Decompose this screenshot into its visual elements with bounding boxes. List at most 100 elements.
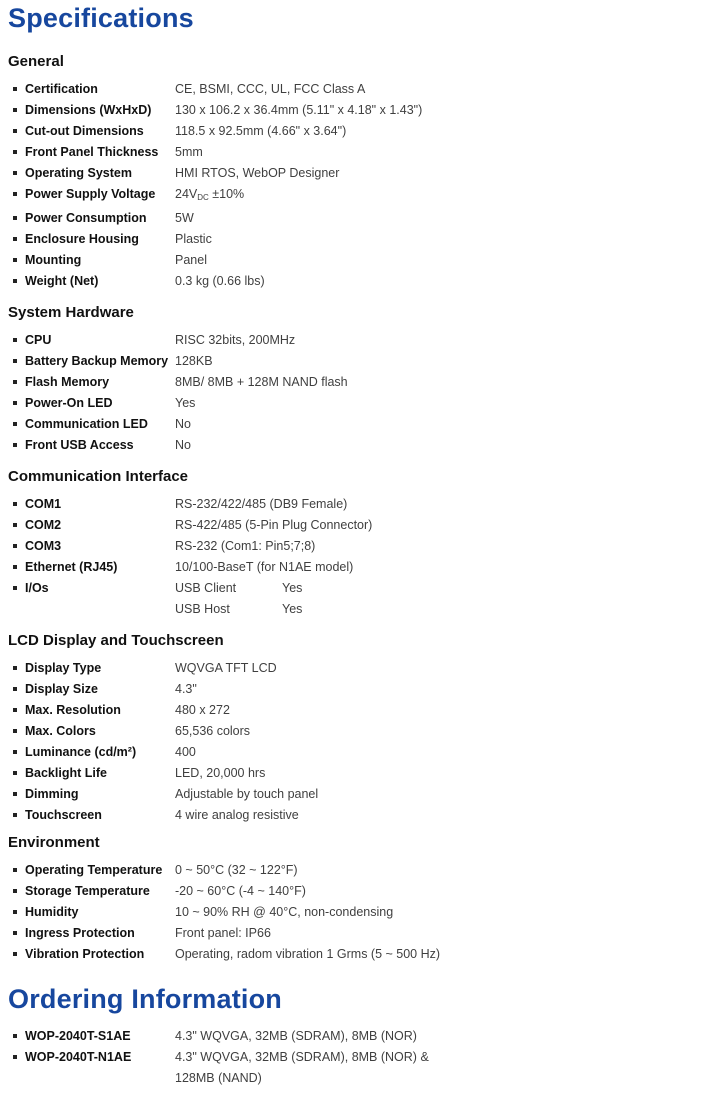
spec-label: Max. Colors	[25, 723, 96, 738]
bullet-icon	[13, 501, 17, 506]
spec-label: Humidity	[25, 904, 79, 919]
spec-row: Weight (Net) 0.3 kg (0.66 lbs)	[8, 271, 696, 292]
spec-row: Max. Resolution 480 x 272	[8, 700, 696, 721]
bullet-icon	[13, 421, 17, 426]
spec-label: Ingress Protection	[25, 925, 135, 940]
spec-row: Cut-out Dimensions 118.5 x 92.5mm (4.66" …	[8, 121, 696, 142]
section-title: Communication Interface	[8, 467, 189, 485]
bullet-icon	[13, 149, 17, 154]
spec-label: CPU	[25, 332, 52, 347]
spec-row: Humidity 10 ~ 90% RH @ 40°C, non-condensi…	[8, 902, 696, 923]
spec-label: Front USB Access	[25, 437, 134, 452]
bullet-icon	[13, 400, 17, 405]
spec-value: No	[175, 416, 191, 431]
spec-value: 480 x 272	[175, 702, 230, 717]
spec-value: 0.3 kg (0.66 lbs)	[175, 273, 265, 288]
spec-value: Panel	[175, 252, 207, 267]
bullet-icon	[13, 215, 17, 220]
spec-row: Touchscreen 4 wire analog resistive	[8, 805, 696, 826]
bullet-icon	[13, 358, 17, 363]
bullet-icon	[13, 379, 17, 384]
bullet-icon	[13, 686, 17, 691]
bullet-icon	[13, 791, 17, 796]
spec-label: Touchscreen	[25, 807, 102, 822]
spec-value-subscript: DC	[197, 192, 209, 202]
section-rows: COM1 RS-232/422/485 (DB9 Female) COM2 RS-42…	[8, 494, 696, 620]
spec-row: WOP-2040T-N1AE 4.3" WQVGA, 32MB (SDRAM), …	[8, 1047, 696, 1089]
spec-row: Certification CE, BSMI, CCC, UL, FCC Clas…	[8, 79, 696, 100]
spec-label: Dimensions (WxHxD)	[25, 102, 152, 117]
bullet-icon	[13, 707, 17, 712]
spec-row: Enclosure Housing Plastic	[8, 229, 696, 250]
bullet-icon	[13, 770, 17, 775]
spec-label: Enclosure Housing	[25, 231, 139, 246]
spec-label: Communication LED	[25, 416, 148, 431]
spec-label: Battery Backup Memory	[25, 353, 169, 368]
spec-value: 0 ~ 50°C (32 ~ 122°F)	[175, 862, 298, 877]
spec-value: RISC 32bits, 200MHz	[175, 332, 296, 347]
spec-value: Front panel: IP66	[175, 925, 271, 940]
bullet-icon	[13, 170, 17, 175]
spec-row: WOP-2040T-S1AE 4.3" WQVGA, 32MB (SDRAM), …	[8, 1026, 696, 1047]
spec-label: Cut-out Dimensions	[25, 123, 144, 138]
spec-value: Plastic	[175, 231, 212, 246]
spec-label: Backlight Life	[25, 765, 107, 780]
spec-row: Mounting Panel	[8, 250, 696, 271]
spec-subrow-value: Yes	[282, 601, 303, 616]
spec-value: HMI RTOS, WebOP Designer	[175, 165, 340, 180]
spec-row: Display Type WQVGA TFT LCD	[8, 658, 696, 679]
spec-value: 65,536 colors	[175, 723, 251, 738]
bullet-icon	[13, 337, 17, 342]
spec-value: USB Client Yes USB Host Yes	[175, 578, 302, 620]
bullet-icon	[13, 1055, 17, 1060]
bullet-icon	[13, 191, 17, 196]
spec-row: Power-On LED Yes	[8, 393, 696, 414]
bullet-icon	[13, 812, 17, 817]
spec-label: Front Panel Thickness	[25, 144, 159, 159]
spec-label: Display Size	[25, 681, 98, 696]
section-title: System Hardware	[8, 303, 134, 321]
spec-value: 400	[175, 744, 196, 759]
spec-label: Operating System	[25, 165, 132, 180]
spec-label: Storage Temperature	[25, 883, 150, 898]
bullet-icon	[13, 86, 17, 91]
spec-row: Dimming Adjustable by touch panel	[8, 784, 696, 805]
bullet-icon	[13, 128, 17, 133]
spec-value: 10/100-BaseT (for N1AE model)	[175, 559, 354, 574]
bullet-icon	[13, 543, 17, 548]
section-title: LCD Display and Touchscreen	[8, 631, 224, 649]
spec-label: Luminance (cd/m²)	[25, 744, 137, 759]
spec-label: Vibration Protection	[25, 946, 145, 961]
spec-value: 24VDC ±10%	[175, 184, 244, 208]
spec-subrow-value: Yes	[282, 580, 303, 595]
spec-row: I/Os USB Client Yes USB Host Yes	[8, 578, 696, 620]
bullet-icon	[13, 236, 17, 241]
bullet-icon	[13, 749, 17, 754]
bullet-icon	[13, 257, 17, 262]
spec-label: Max. Resolution	[25, 702, 121, 717]
spec-row: Display Size 4.3"	[8, 679, 696, 700]
spec-value: 4.3" WQVGA, 32MB (SDRAM), 8MB (NOR)	[175, 1029, 417, 1044]
spec-row: Power Supply Voltage 24VDC ±10%	[8, 184, 696, 208]
spec-value: Adjustable by touch panel	[175, 786, 319, 801]
section-rows: Operating Temperature 0 ~ 50°C (32 ~ 122°…	[8, 860, 696, 965]
spec-row: Power Consumption 5W	[8, 208, 696, 229]
spec-label: Power-On LED	[25, 395, 113, 410]
spec-value: Yes	[175, 395, 196, 410]
ordering-rows-container: WOP-2040T-S1AE 4.3" WQVGA, 32MB (SDRAM), …	[8, 1026, 696, 1089]
spec-value: 8MB/ 8MB + 128M NAND flash	[175, 374, 348, 389]
spec-value: 130 x 106.2 x 36.4mm (5.11" x 4.18" x 1.…	[175, 102, 423, 117]
spec-label: Flash Memory	[25, 374, 110, 389]
spec-section: Communication Interface COM1 RS-232/422/48…	[8, 468, 696, 620]
spec-label: Ethernet (RJ45)	[25, 559, 118, 574]
spec-label: Power Consumption	[25, 210, 147, 225]
spec-row: Max. Colors 65,536 colors	[8, 721, 696, 742]
section-rows: Display Type WQVGA TFT LCD Display Size 4.3…	[8, 658, 696, 826]
spec-row: Ingress Protection Front panel: IP66	[8, 923, 696, 944]
spec-row: CPU RISC 32bits, 200MHz	[8, 330, 696, 351]
spec-section: General Certification CE, BSMI, CCC, UL, F…	[8, 53, 696, 292]
spec-section: Environment Operating Temperature 0 ~ 50°C…	[8, 834, 696, 965]
ordering-information-title: Ordering Information	[8, 983, 282, 1014]
bullet-icon	[13, 867, 17, 872]
spec-row: Vibration Protection Operating, radom vib…	[8, 944, 696, 965]
